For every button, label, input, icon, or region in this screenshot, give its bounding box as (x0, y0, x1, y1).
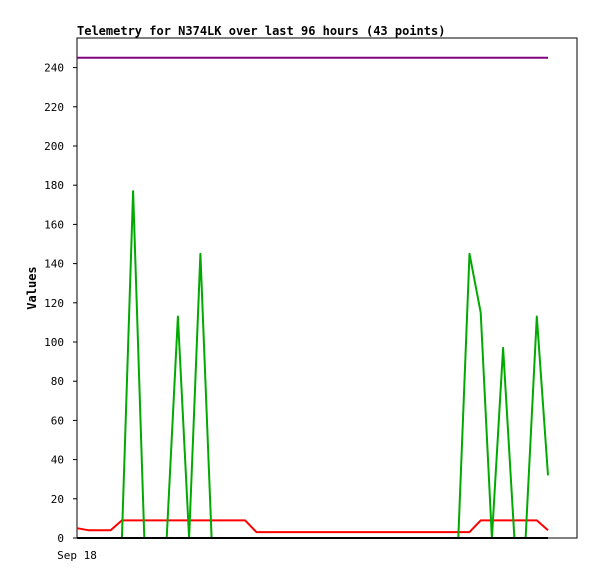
y-tick-label: 140 (44, 258, 64, 271)
y-tick-label: 240 (44, 62, 64, 75)
series-line-1 (76, 519, 549, 534)
x-axis: Sep 18 (57, 549, 97, 562)
y-tick-label: 180 (44, 179, 64, 192)
y-tick-label: 200 (44, 140, 64, 153)
y-axis: 0 20 40 60 80 100 120 140 160 180 200 220 240 (44, 62, 77, 545)
x-tick-label: Sep 18 (57, 549, 97, 562)
y-tick-label: 160 (44, 218, 64, 231)
y-tick-label: 100 (44, 336, 64, 349)
y-tick-label: 120 (44, 297, 64, 310)
y-tick-label: 0 (57, 532, 64, 545)
y-axis-label: Values (25, 266, 39, 309)
y-tick-label: 20 (51, 493, 64, 506)
y-tick-label: 80 (51, 375, 64, 388)
chart-title: Telemetry for N374LK over last 96 hours … (77, 24, 445, 38)
y-tick-label: 60 (51, 414, 64, 427)
series-layer (76, 56, 549, 539)
y-tick-label: 220 (44, 101, 64, 114)
y-tick-label: 40 (51, 454, 64, 467)
plot-frame (76, 37, 578, 539)
